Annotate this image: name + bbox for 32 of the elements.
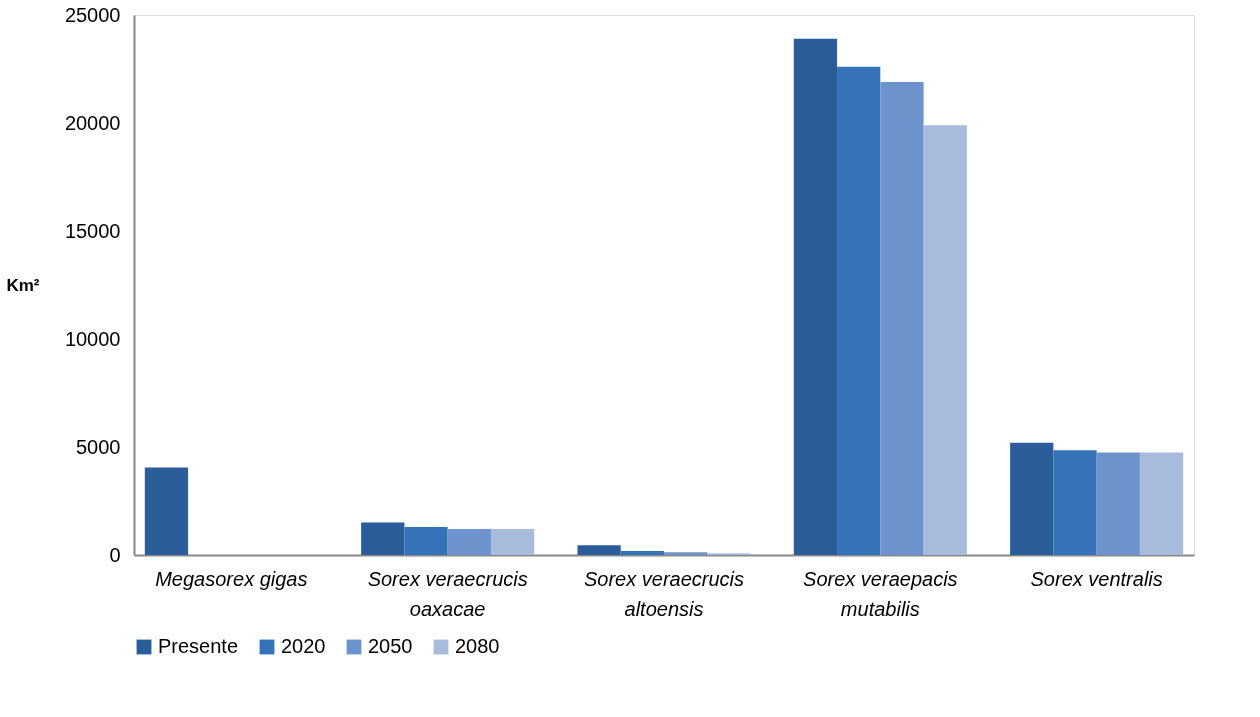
y-tick-label: 0 <box>109 543 121 566</box>
legend-label: 2080 <box>455 635 500 657</box>
bar <box>880 81 924 555</box>
y-tick-label: 5000 <box>76 435 121 458</box>
bar <box>1096 452 1140 555</box>
bar <box>793 38 838 555</box>
bar <box>837 66 881 555</box>
bar <box>620 551 664 555</box>
y-tick-label: 10000 <box>64 327 121 350</box>
y-tick-label: 15000 <box>64 219 121 242</box>
x-tick-label: Sorex veraepacis mutabilis <box>803 567 958 620</box>
bar <box>144 467 189 555</box>
legend-label: Presente <box>158 635 239 657</box>
bar <box>577 545 621 555</box>
bar <box>1010 442 1054 555</box>
legend-label: 2050 <box>368 635 413 657</box>
bar <box>1139 452 1184 555</box>
x-tick-label: Sorex veraecrucis oaxacae <box>367 567 528 620</box>
x-tick-label: Megasorex gigas <box>155 567 308 590</box>
bar <box>361 522 405 555</box>
x-tick-label: Sorex ventralis <box>1030 567 1163 590</box>
bar <box>923 125 967 555</box>
y-tick-label: 25000 <box>64 3 121 26</box>
bar <box>490 529 535 555</box>
y-tick-label: 20000 <box>64 111 121 134</box>
bar <box>447 529 491 555</box>
y-axis-title: Km² <box>6 275 40 295</box>
bar <box>664 552 708 555</box>
bar <box>404 526 448 555</box>
bar <box>1053 450 1097 555</box>
x-tick-label: Sorex veraecrucis altoensis <box>583 567 745 620</box>
legend-label: 2020 <box>281 635 326 657</box>
